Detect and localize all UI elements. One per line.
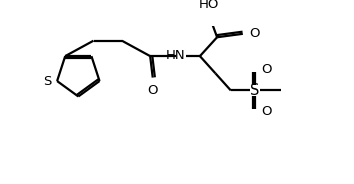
Text: O: O	[261, 105, 272, 118]
Text: O: O	[148, 84, 158, 97]
Text: HN: HN	[166, 49, 186, 62]
Text: O: O	[249, 27, 259, 40]
Text: S: S	[43, 75, 51, 88]
Text: S: S	[250, 83, 259, 98]
Text: O: O	[261, 63, 272, 76]
Text: HO: HO	[198, 0, 219, 11]
